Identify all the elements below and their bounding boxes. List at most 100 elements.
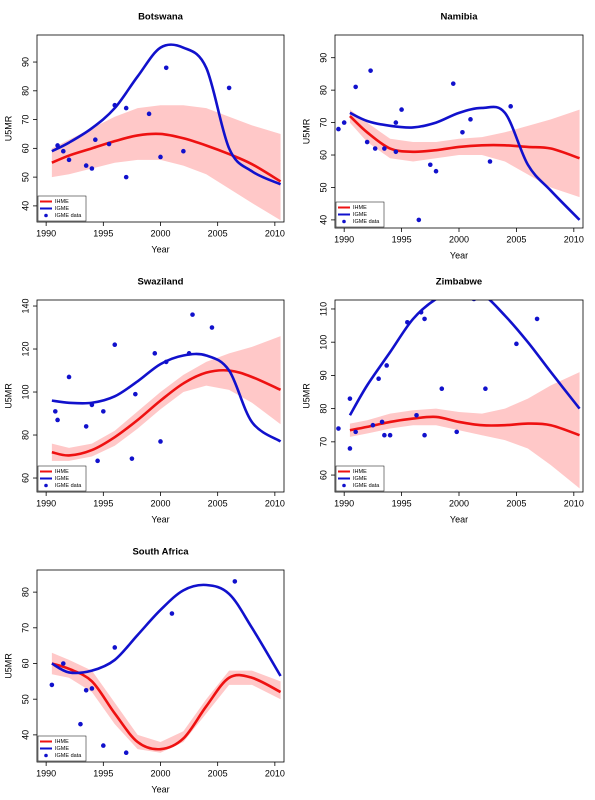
data-point [393,120,399,125]
data-point [353,84,358,90]
plot-area [336,300,581,489]
y-tick-label: 90 [318,53,328,63]
data-point [61,148,66,154]
legend-label: IGME [55,746,69,752]
y-tick-label: 70 [20,623,30,633]
legend-label: IGME data [55,753,82,759]
data-point [387,432,393,438]
data-point [382,146,387,151]
data-point [471,300,476,302]
uncertainty-band [349,372,580,489]
y-tick-label: 70 [318,118,328,128]
data-point [55,143,60,148]
y-tick-label: 50 [20,172,30,182]
data-point [226,85,232,91]
y-tick-label: 60 [318,150,328,160]
legend-label: IGME data [353,483,380,489]
data-point [93,137,98,143]
data-point [158,154,163,160]
series-line [51,352,282,443]
x-tick-label: 2005 [506,498,526,508]
data-point [450,81,456,86]
legend-symbol [342,219,346,224]
y-tick-label: 90 [318,370,328,380]
data-point [353,429,358,435]
legend-label: IGME [353,476,367,482]
legend-symbol [44,483,48,488]
data-point [101,743,106,748]
data-point [52,409,58,414]
legend-symbol [44,213,48,218]
plot-frame [334,34,584,229]
data-point [186,351,192,356]
data-point [414,412,419,418]
data-point [433,168,439,174]
chart-title: Namibia [441,12,479,23]
y-axis-label: U5MR [3,115,13,141]
series-line [349,105,581,221]
x-tick-label: 1990 [334,234,354,244]
panel: Botswana Year U5MR 1990 1995 2000 2005 2010 40 50… [3,12,284,255]
x-tick-label: 1995 [93,228,113,238]
data-point [49,682,55,688]
data-point [83,687,89,693]
x-axis-label: Year [450,250,468,260]
series-line [349,115,580,160]
data-point [514,341,519,347]
data-point [89,402,95,408]
x-tick-label: 2005 [208,228,228,238]
x-axis-label: Year [151,244,169,254]
y-tick-label: 80 [318,85,328,95]
data-point [55,417,60,423]
y-tick-label: 140 [20,299,30,314]
x-tick-label: 2005 [506,234,526,244]
data-point [133,391,138,397]
data-point [382,432,387,438]
y-tick-label: 90 [20,57,30,67]
data-point [405,319,410,325]
series-line [51,43,282,186]
data-point [61,661,66,666]
y-tick-label: 80 [318,404,328,414]
y-tick-label: 50 [318,182,328,192]
y-tick-label: 50 [20,694,30,704]
legend-label: IHME [55,739,69,745]
series-line [51,662,282,751]
data-point [112,102,118,108]
data-point [146,111,152,117]
plot-frame [36,299,285,493]
y-tick-label: 80 [20,587,30,597]
data-point [487,159,493,164]
y-tick-label: 60 [318,470,328,480]
panel: South Africa Year U5MR 1990 1995 2000 2005 2010… [3,547,284,795]
data-point [129,456,135,461]
data-point [123,105,129,111]
plot-area [51,43,282,221]
x-tick-label: 2010 [564,498,584,508]
data-point [83,163,89,168]
x-tick-label: 2000 [449,498,469,508]
y-axis-label: U5MR [3,653,13,679]
data-point [416,217,422,223]
data-point [427,162,433,168]
panel: Swaziland Year U5MR 1990 1995 2000 2005 2010 60 8… [3,277,284,525]
x-tick-label: 1990 [334,498,354,508]
panel: Zimbabwe Year U5MR 1990 1995 2000 2005 2010 60 70… [301,277,583,525]
data-point [468,117,473,122]
data-point [379,419,385,425]
chart-title: Zimbabwe [436,277,482,288]
x-tick-label: 1995 [93,498,113,508]
data-point [418,309,424,315]
legend-label: IGME data [55,213,82,219]
data-point [209,325,215,330]
chart-title: Swaziland [138,277,184,288]
panel: Namibia Year U5MR 1990 1995 2000 2005 2010 40 50 6… [301,12,583,261]
y-axis-label: U5MR [301,118,311,144]
x-tick-label: 2005 [208,768,228,778]
y-tick-label: 80 [20,86,30,96]
legend-label: IHME [55,469,69,475]
legend-label: IHME [353,469,367,475]
y-tick-label: 70 [318,437,328,447]
